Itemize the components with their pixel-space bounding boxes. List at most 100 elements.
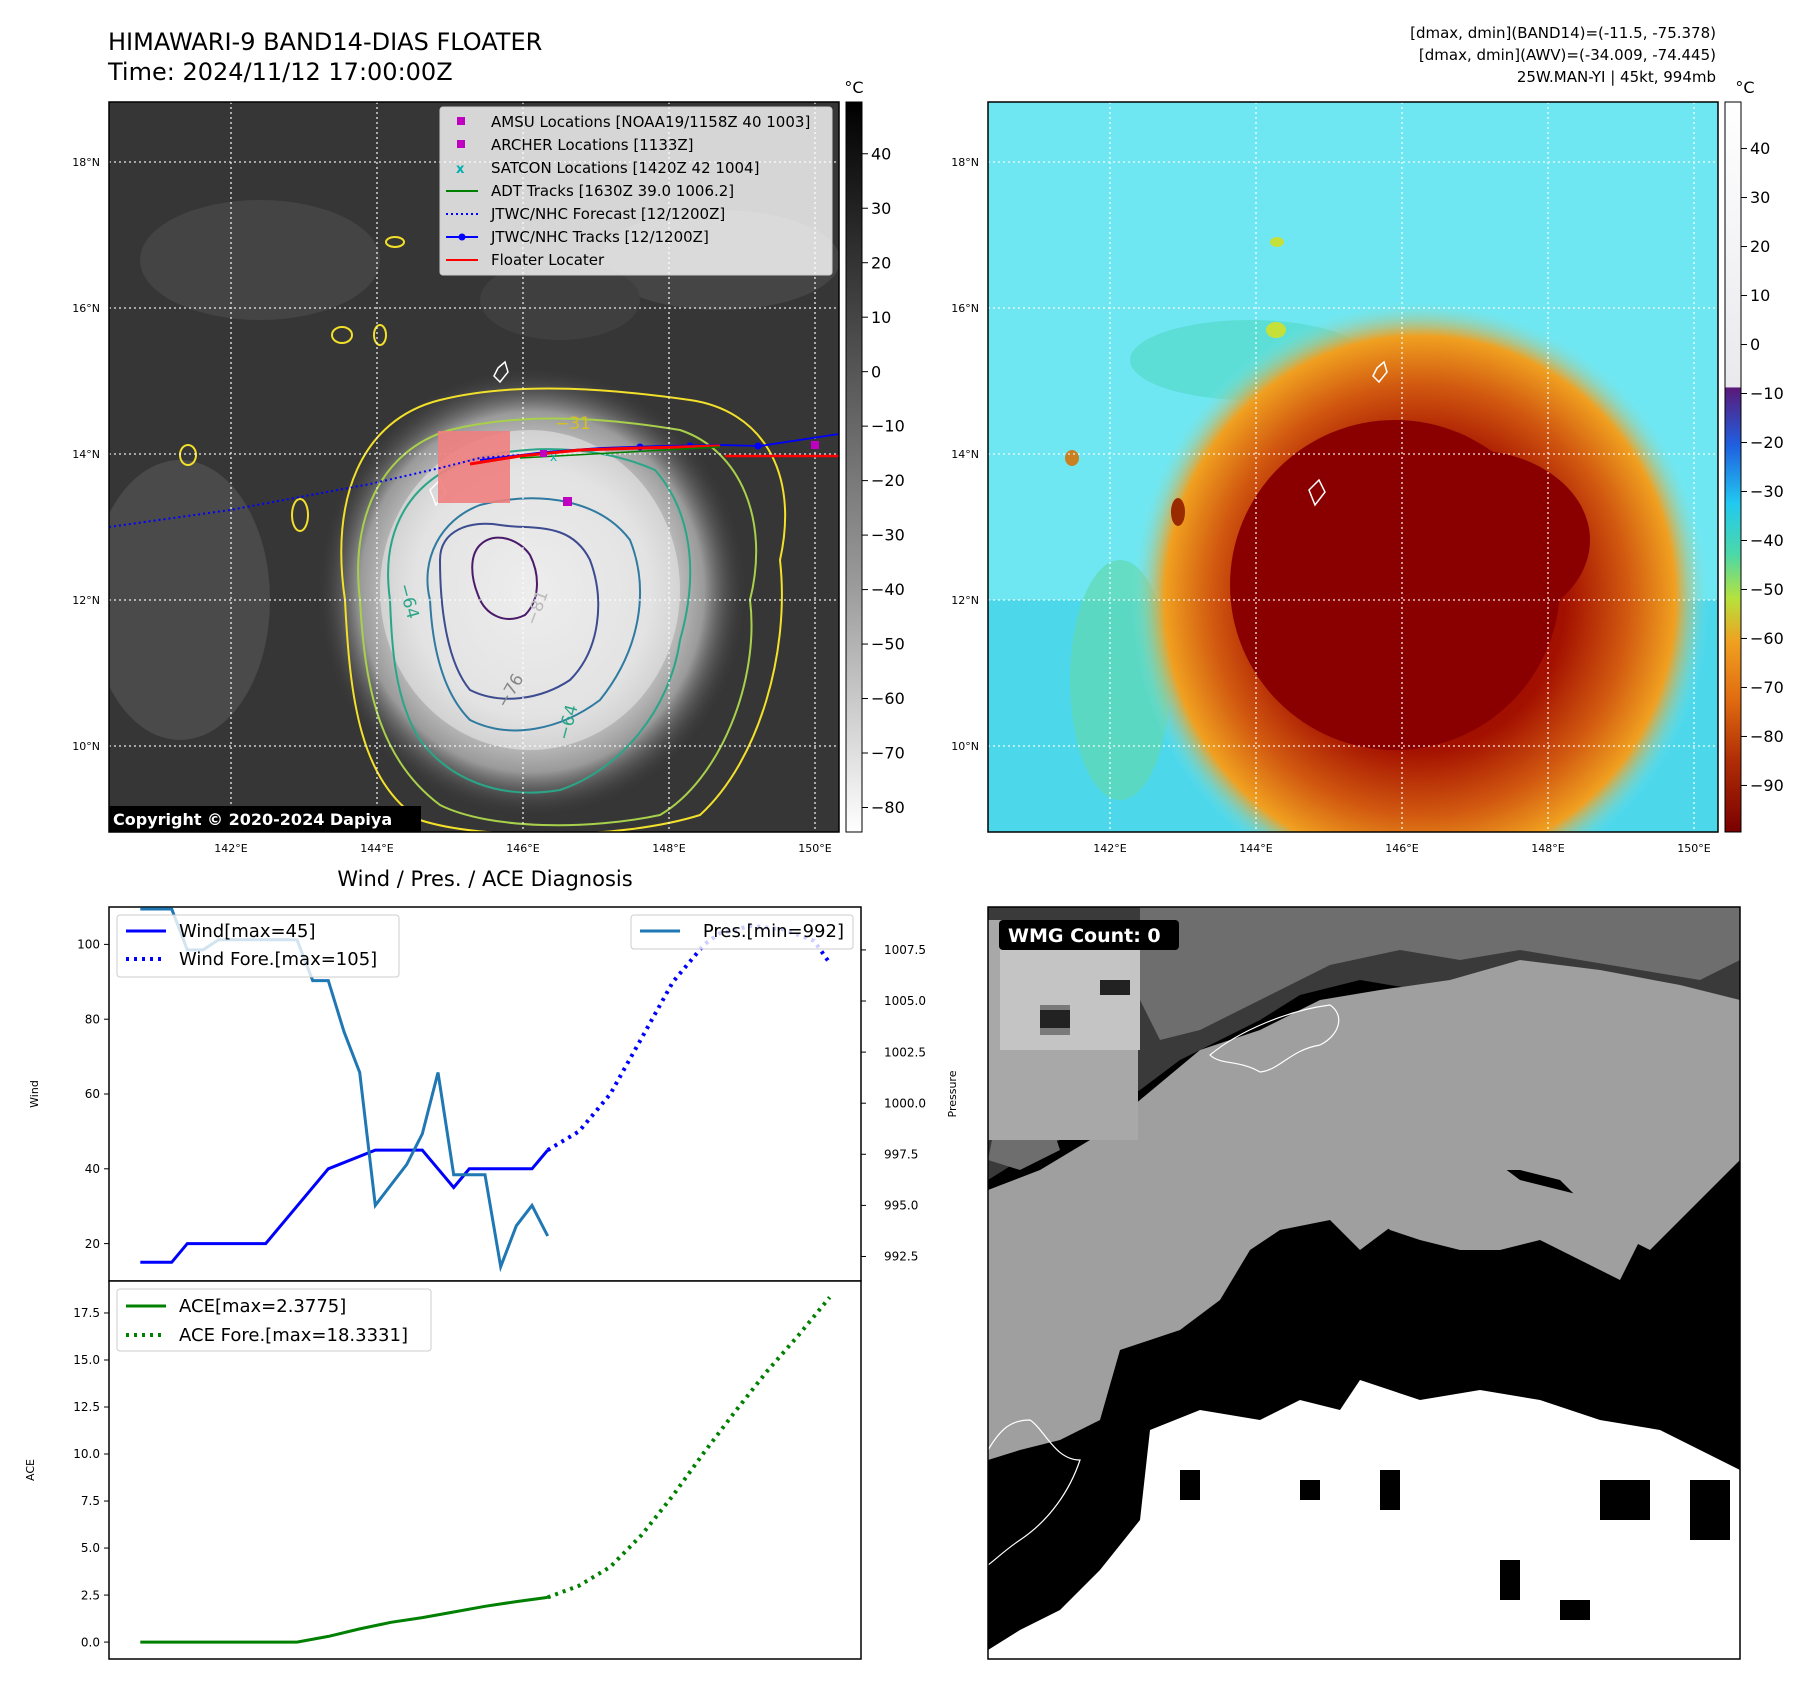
svg-text:10°N: 10°N xyxy=(951,740,979,753)
legend-pressure: Pres.[min=992] xyxy=(703,921,844,942)
wind-ytick: 80 xyxy=(85,1012,100,1026)
svg-text:150°E: 150°E xyxy=(1677,842,1710,855)
contour-label: −31 xyxy=(555,414,591,434)
svg-text:150°E: 150°E xyxy=(798,842,831,855)
svg-text:10°N: 10°N xyxy=(72,740,100,753)
wind-ytick: 20 xyxy=(85,1237,100,1251)
svg-text:144°E: 144°E xyxy=(1239,842,1272,855)
ir-colorbar: °C 40 30 20 10 0 −10 −20 −30 −40 −50 −60 −70 −80 xyxy=(844,78,905,833)
ace-chart: 0.0 2.5 5.0 7.5 10.0 12.5 15.0 17.5 ACE ACE[max… xyxy=(24,1280,862,1660)
svg-text:14°N: 14°N xyxy=(72,448,100,461)
wmg-panel: WMG Count: 0 xyxy=(987,906,1741,1660)
legend-ace-fore: ACE Fore.[max=18.3331] xyxy=(179,1325,408,1346)
ir-lon-labels: 142°E 144°E 146°E 148°E 150°E xyxy=(214,842,831,855)
wind-pressure-chart: 20 40 60 80 100 992.5 995.0 997.5 1000.0 1002.5 1… xyxy=(28,906,959,1282)
pressure-ytick: 995.0 xyxy=(884,1199,918,1213)
legend-wind-fore: Wind Fore.[max=105] xyxy=(179,949,377,970)
svg-text:142°E: 142°E xyxy=(214,842,247,855)
awv-colorbar-tick: 10 xyxy=(1750,286,1770,305)
ace-ytick: 12.5 xyxy=(73,1400,100,1414)
series-wind-max xyxy=(140,1148,549,1264)
pressure-ytick: 1007.5 xyxy=(884,943,926,957)
ace-ylabel: ACE xyxy=(24,1459,37,1481)
ace-ytick: 15.0 xyxy=(73,1353,100,1367)
ir-colorbar-tick: −70 xyxy=(871,744,905,763)
figure-title: HIMAWARI-9 BAND14-DIAS FLOATER xyxy=(108,28,542,56)
legend-floater: Floater Locater xyxy=(491,251,605,269)
ace-ytick: 5.0 xyxy=(81,1541,100,1555)
awv-colorbar-tick: 20 xyxy=(1750,237,1770,256)
svg-text:16°N: 16°N xyxy=(951,302,979,315)
pressure-ytick: 1005.0 xyxy=(884,994,926,1008)
awv-colorbar-tick: −80 xyxy=(1750,727,1784,746)
copyright-text: Copyright © 2020-2024 Dapiya xyxy=(113,810,392,829)
ir-colorbar-tick: −30 xyxy=(871,526,905,545)
svg-text:142°E: 142°E xyxy=(1093,842,1126,855)
ace-ytick: 2.5 xyxy=(81,1588,100,1602)
svg-text:18°N: 18°N xyxy=(72,156,100,169)
pressure-ytick: 1000.0 xyxy=(884,1096,926,1110)
awv-colorbar-tick: −30 xyxy=(1750,482,1784,501)
awv-lat-labels: 18°N 16°N 14°N 12°N 10°N xyxy=(951,156,979,753)
ir-legend: AMSU Locations [NOAA19/1158Z 40 1003] AR… xyxy=(439,106,833,276)
ir-colorbar-tick: −80 xyxy=(871,798,905,817)
ir-colorbar-tick: −60 xyxy=(871,689,905,708)
pressure-ytick: 1002.5 xyxy=(884,1045,926,1059)
awv-colorbar-tick: 30 xyxy=(1750,188,1770,207)
legend-adt: ADT Tracks [1630Z 39.0 1006.2] xyxy=(491,182,734,200)
legend-jtwc-tracks: JTWC/NHC Tracks [12/1200Z] xyxy=(490,228,709,246)
awv-colorbar-tick: −90 xyxy=(1750,776,1784,795)
svg-text:148°E: 148°E xyxy=(652,842,685,855)
svg-text:12°N: 12°N xyxy=(951,594,979,607)
svg-text:°C: °C xyxy=(844,78,863,97)
svg-text:144°E: 144°E xyxy=(360,842,393,855)
series-ace-fore-max xyxy=(546,1296,832,1600)
ir-colorbar-tick: 10 xyxy=(871,308,891,327)
ir-colorbar-tick: 30 xyxy=(871,199,891,218)
legend-amsu: AMSU Locations [NOAA19/1158Z 40 1003] xyxy=(491,113,810,131)
svg-text:14°N: 14°N xyxy=(951,448,979,461)
ir-colorbar-tick: −10 xyxy=(871,417,905,436)
wind-ytick: 60 xyxy=(85,1087,100,1101)
awv-colorbar: °C 40 30 20 10 0 −10 −20 −30 −40 −50 −60 −70 −80 −90 xyxy=(1724,78,1784,833)
svg-text:146°E: 146°E xyxy=(506,842,539,855)
dmax-band14: [dmax, dmin](BAND14)=(-11.5, -75.378) xyxy=(1410,24,1716,42)
ir-colorbar-tick: 0 xyxy=(871,362,881,381)
series-ace-max xyxy=(140,1595,548,1644)
svg-text:16°N: 16°N xyxy=(72,302,100,315)
legend-archer: ARCHER Locations [1133Z] xyxy=(491,136,694,154)
pressure-ytick: 992.5 xyxy=(884,1250,918,1264)
ace-ytick: 0.0 xyxy=(81,1635,100,1649)
ir-colorbar-tick: 40 xyxy=(871,144,891,163)
awv-colorbar-tick: −70 xyxy=(1750,678,1784,697)
svg-text:146°E: 146°E xyxy=(1385,842,1418,855)
svg-text:12°N: 12°N xyxy=(72,594,100,607)
dmax-awv: [dmax, dmin](AWV)=(-34.009, -74.445) xyxy=(1419,46,1716,64)
awv-colorbar-tick: −60 xyxy=(1750,629,1784,648)
ir-colorbar-tick: 20 xyxy=(871,253,891,272)
legend-wind: Wind[max=45] xyxy=(179,921,316,942)
ace-ytick: 10.0 xyxy=(73,1447,100,1461)
legend-ace: ACE[max=2.3775] xyxy=(179,1296,346,1317)
awv-colorbar-tick: 0 xyxy=(1750,335,1760,354)
wind-ylabel: Wind xyxy=(28,1080,41,1108)
ir-colorbar-tick: −50 xyxy=(871,635,905,654)
awv-colorbar-tick: −10 xyxy=(1750,384,1784,403)
pressure-legend: Pres.[min=992] xyxy=(630,914,854,950)
ir-colorbar-tick: −40 xyxy=(871,580,905,599)
awv-map-panel: 18°N 16°N 14°N 12°N 10°N 142°E 144°E 146… xyxy=(951,78,1784,855)
wmg-count: WMG Count: 0 xyxy=(1008,925,1161,947)
pressure-ytick: 997.5 xyxy=(884,1147,918,1161)
awv-lon-labels: 142°E 144°E 146°E 148°E 150°E xyxy=(1093,842,1710,855)
svg-text:148°E: 148°E xyxy=(1531,842,1564,855)
ace-ytick: 17.5 xyxy=(73,1306,100,1320)
ace-legend: ACE[max=2.3775] ACE Fore.[max=18.3331] xyxy=(116,1288,432,1352)
wmg-badge xyxy=(999,920,1179,950)
awv-colorbar-tick: 40 xyxy=(1750,139,1770,158)
awv-colorbar-tick: −40 xyxy=(1750,531,1784,550)
pressure-ylabel: Pressure xyxy=(946,1070,959,1117)
legend-satcon: SATCON Locations [1420Z 42 1004] xyxy=(491,159,759,177)
ace-ytick: 7.5 xyxy=(81,1494,100,1508)
awv-colorbar-tick: −20 xyxy=(1750,433,1784,452)
